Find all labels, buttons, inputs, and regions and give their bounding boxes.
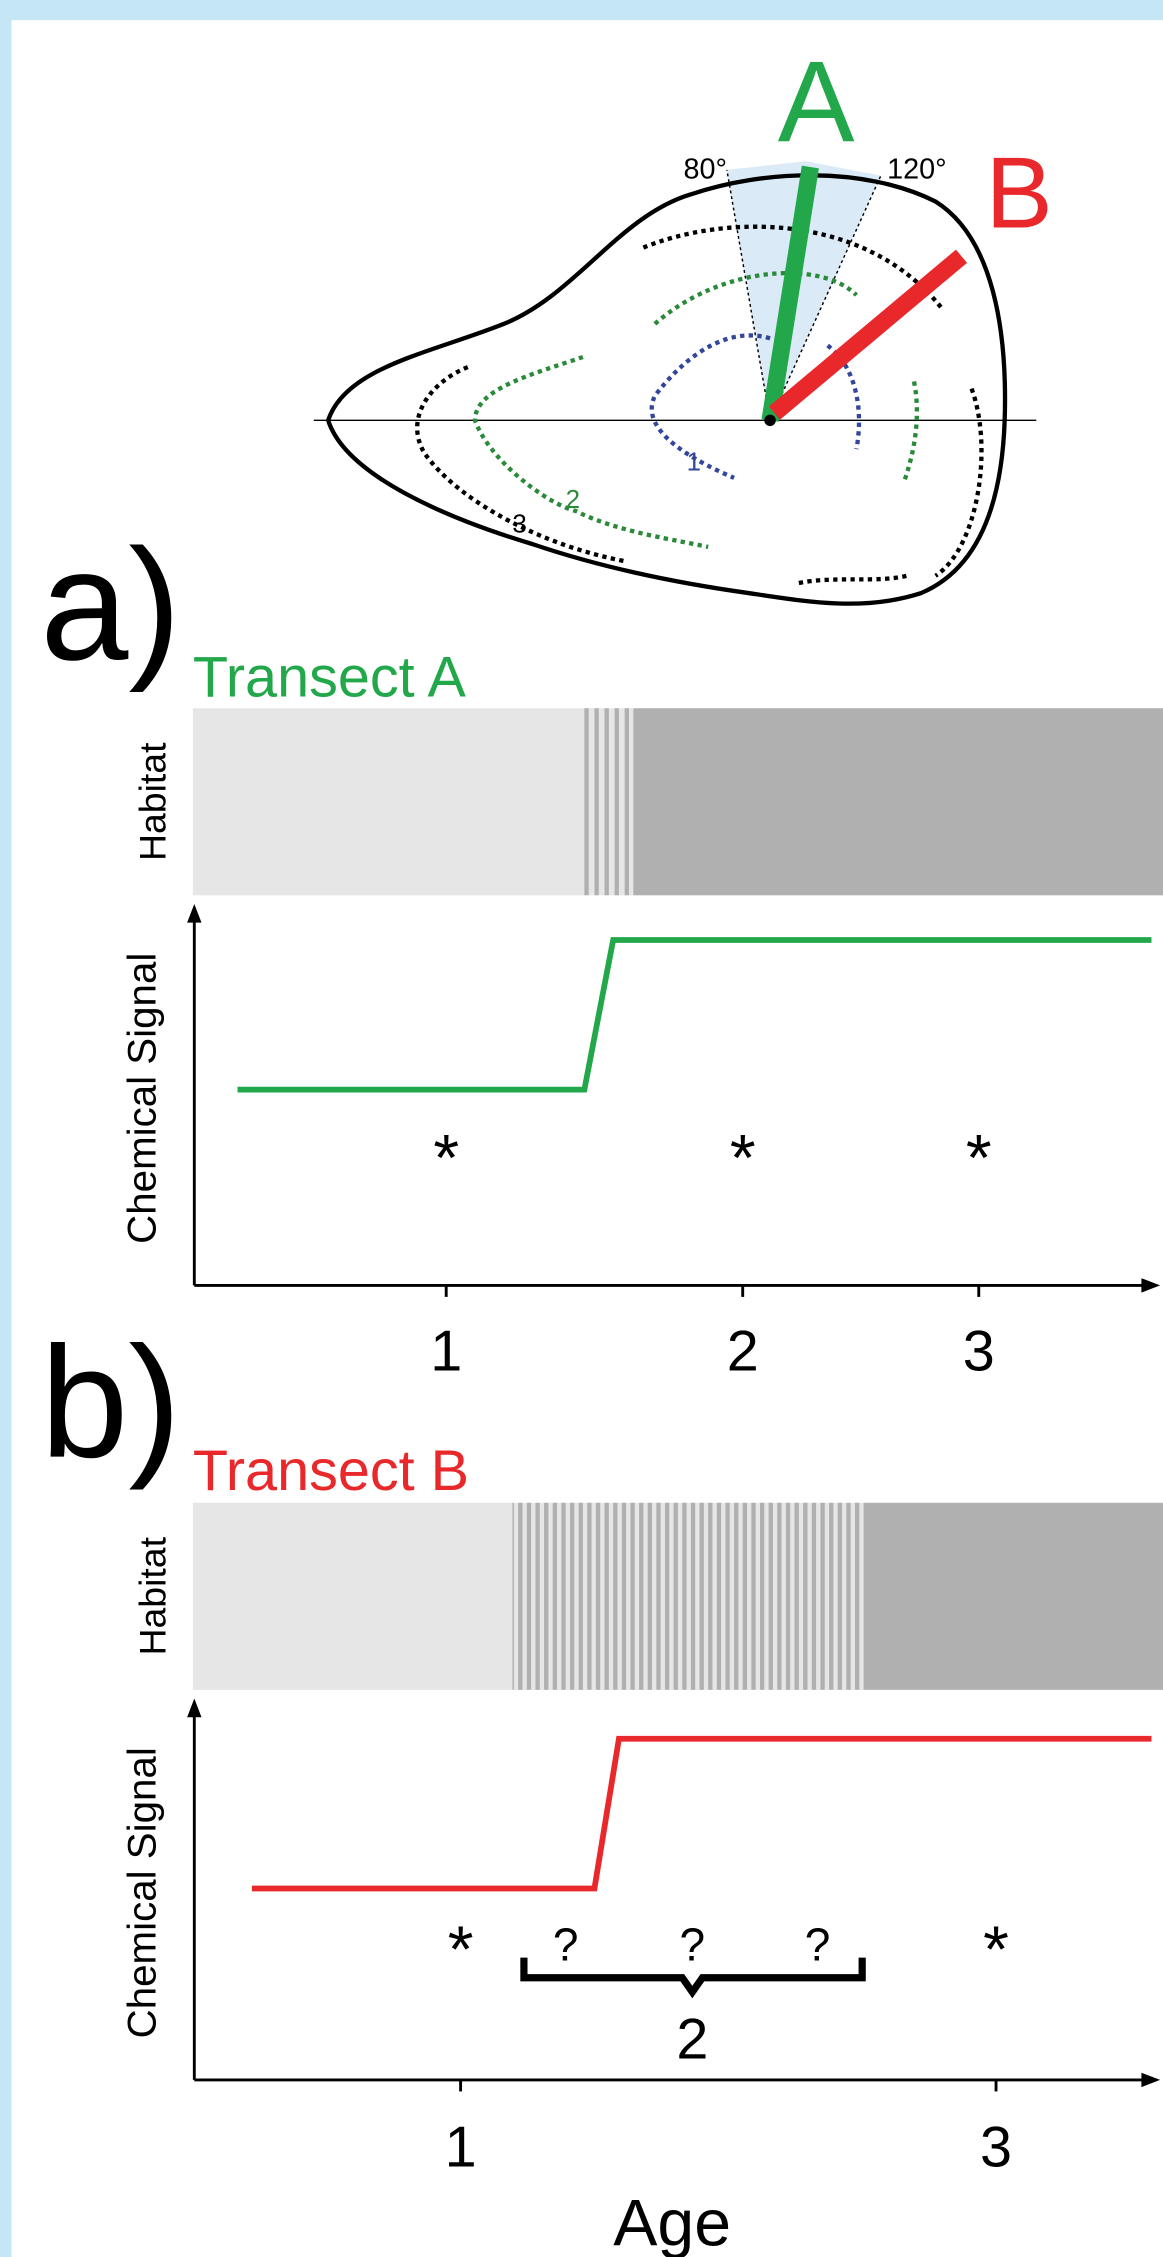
marker: * [983,1913,1009,1987]
x-tick-label: 1 [430,1319,462,1383]
habitat-label: Habitat [132,1536,174,1655]
habitat-2 [866,1503,1163,1690]
marker: * [448,1913,474,1987]
marker: * [730,1121,756,1195]
y-axis-label: Chemical Signal [119,953,164,1244]
transect-b-label: B [985,137,1052,249]
x-tick-label: 3 [980,2115,1012,2179]
marker: * [433,1121,459,1195]
angle-label: 80° [684,154,728,186]
marker: ? [680,1918,706,1970]
x-tick-label: 1 [445,2115,477,2179]
habitat-transition [582,708,634,895]
figure: A B 80° 120° 1 2 3 a) Transect A Habitat… [0,0,1163,2257]
panel-label: b) [40,1314,181,1491]
x-axis-label: Age [613,2186,731,2257]
ring-label: 1 [687,449,701,477]
marker: ? [553,1918,579,1970]
habitat-label: Habitat [132,742,174,861]
x-tick-label: 3 [963,1319,995,1383]
habitat-transition [512,1503,866,1690]
habitat-1 [193,1503,513,1690]
habitat-2 [633,708,1163,895]
marker: ? [805,1918,831,1970]
panel-title: Transect A [193,646,467,710]
ring-label: 2 [566,486,580,514]
x-tick-label: 2 [727,1319,759,1383]
ring-label: 3 [512,511,526,539]
transect-a-label: A [778,38,855,166]
panel-label: a) [40,516,181,693]
brace-label: 2 [676,2007,708,2071]
habitat-1 [193,708,582,895]
y-axis-label: Chemical Signal [119,1747,164,2038]
panel-title: Transect B [193,1439,469,1503]
marker: * [966,1121,992,1195]
angle-label: 120° [887,154,947,186]
hinge-point [764,415,776,427]
